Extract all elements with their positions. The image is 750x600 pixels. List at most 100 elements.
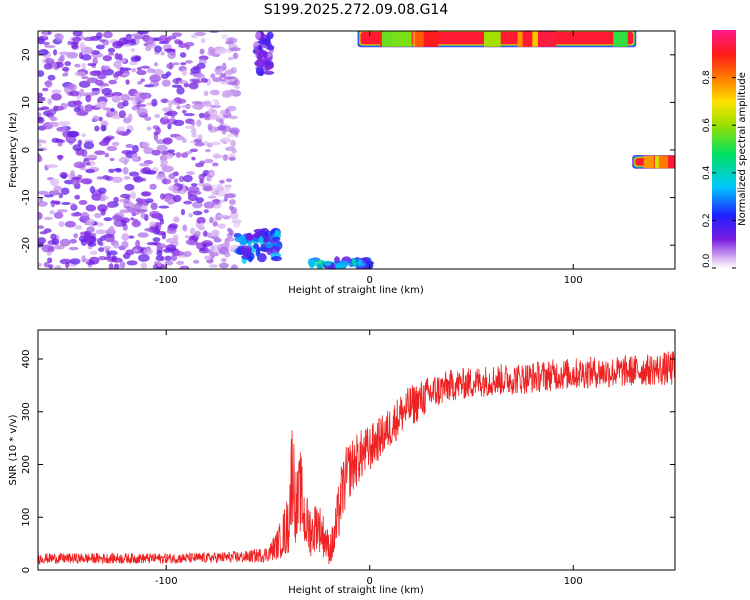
heatmap-cell (154, 45, 162, 53)
heatmap-cell (167, 201, 174, 205)
heatmap-cell (98, 140, 110, 147)
heatmap-cell (267, 44, 275, 51)
heatmap-cell (111, 95, 121, 103)
colorbar-tick-label: 0.4 (702, 165, 712, 180)
heatmap-feature-1 (233, 227, 283, 265)
heatmap-cell (166, 228, 177, 235)
heatmap-cell (183, 200, 193, 205)
heatmap-cell (66, 130, 79, 138)
heatmap-cell (212, 221, 219, 227)
heatmap-cell (224, 146, 236, 152)
heatmap-cell (58, 221, 65, 228)
heatmap-cell (186, 171, 195, 175)
heatmap-cell (120, 217, 130, 224)
heatmap-cell (156, 243, 167, 249)
heatmap-x-tick-label: 100 (564, 275, 583, 286)
heatmap-cell (85, 218, 95, 226)
heatmap-cell (191, 201, 203, 209)
heatmap-cell (94, 212, 102, 219)
heatmap-cell (173, 119, 185, 127)
heatmap-cell (112, 40, 124, 49)
heatmap-cell (144, 116, 152, 121)
heatmap-cell (58, 51, 71, 56)
heatmap-cell (226, 105, 237, 112)
heatmap-cell (42, 87, 49, 92)
heatmap-cell (155, 126, 161, 135)
heatmap-cell (101, 65, 109, 71)
heatmap-cell (122, 166, 129, 175)
heatmap-cell (272, 236, 281, 242)
heatmap-cell (229, 47, 241, 52)
heatmap-cell (128, 235, 135, 239)
heatmap-cell (154, 113, 161, 119)
heatmap-cell (111, 176, 123, 183)
heatmap-cell (217, 223, 226, 229)
heatmap-cell (43, 261, 50, 268)
heatmap-cell (188, 213, 193, 218)
heatmap-cell (59, 238, 71, 247)
heatmap-cell (194, 230, 201, 237)
heatmap-cell (227, 56, 234, 61)
heatmap-cell (207, 50, 217, 57)
heatmap-cell (71, 41, 78, 49)
heatmap-cell (213, 237, 222, 243)
heatmap-cell (191, 100, 203, 105)
heatmap-x-ticks: -100 0 100 (155, 31, 583, 286)
heatmap-cell (64, 61, 72, 67)
heatmap-cell (226, 227, 232, 233)
heatmap-cell (137, 81, 143, 85)
heatmap-cell (78, 199, 88, 206)
heatmap-cell (92, 115, 100, 122)
heatmap-cell (128, 113, 133, 122)
heatmap-cell (120, 93, 131, 102)
heatmap-cell (199, 222, 204, 229)
heatmap-cell (228, 156, 236, 161)
heatmap-cell (224, 69, 234, 76)
colorbar-tick-label: 0.8 (702, 70, 712, 85)
heatmap-cell (133, 176, 144, 183)
heatmap-cell (382, 31, 397, 47)
heatmap-cell (91, 87, 101, 91)
heatmap-cell (219, 81, 230, 86)
heatmap-cell (106, 250, 118, 256)
heatmap-cell (160, 98, 169, 104)
heatmap-cell (161, 79, 171, 87)
heatmap-cell (212, 154, 225, 158)
heatmap-cell (44, 194, 54, 198)
heatmap-cell (419, 31, 439, 47)
heatmap-cell (59, 172, 68, 179)
heatmap-cell (88, 256, 100, 265)
colorbar-tick-label: 0.2 (702, 213, 712, 227)
heatmap-marks (38, 31, 675, 269)
heatmap-y-tick-label: 0 (21, 147, 32, 153)
heatmap-cell (210, 245, 216, 253)
heatmap-cell (308, 259, 316, 269)
heatmap-cell (181, 69, 187, 76)
heatmap-cell (219, 119, 224, 126)
heatmap-y-tick-label: 20 (21, 48, 32, 61)
heatmap-cell (173, 250, 185, 256)
heatmap-cell (94, 150, 106, 156)
heatmap-cell (227, 133, 235, 138)
heatmap-cell (159, 218, 164, 225)
heatmap-cell (104, 152, 110, 158)
heatmap-cell (102, 245, 112, 250)
heatmap-cell (62, 72, 69, 77)
colorbar: 0.0 0.2 0.4 0.6 0.8 Normalized spectral ampl… (702, 30, 748, 269)
heatmap-cell (484, 31, 501, 47)
heatmap-cell (146, 170, 157, 175)
heatmap-cell (78, 235, 88, 243)
heatmap-cell (75, 99, 82, 108)
heatmap-cell (239, 237, 248, 246)
heatmap-cell (110, 107, 115, 112)
heatmap-cell (168, 223, 179, 229)
heatmap-cell (75, 111, 88, 116)
heatmap-cell (223, 76, 235, 80)
heatmap-cell (258, 247, 270, 252)
heatmap-cell (198, 112, 205, 119)
heatmap-cell (144, 36, 155, 45)
heatmap-cell (230, 264, 238, 269)
heatmap-cell (102, 55, 113, 62)
heatmap-cell (195, 197, 204, 204)
heatmap-cell (85, 154, 98, 159)
